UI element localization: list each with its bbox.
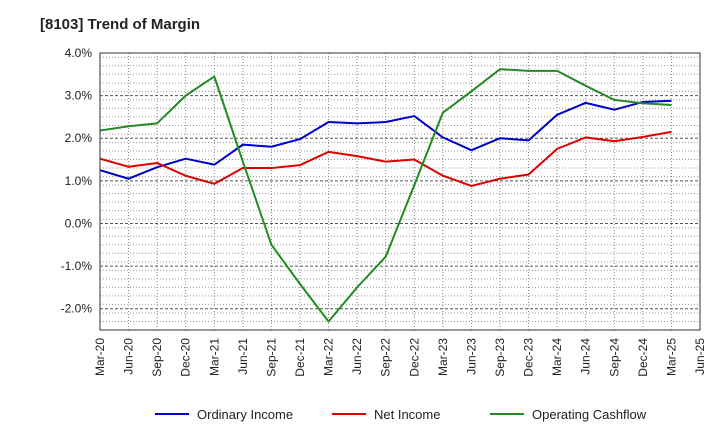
x-tick-label: Dec-22	[407, 338, 421, 377]
y-tick-label: 4.0%	[65, 46, 93, 60]
x-tick-label: Mar-24	[550, 338, 564, 376]
x-tick-label: Dec-20	[179, 338, 193, 377]
x-tick-label: Mar-25	[664, 338, 678, 376]
y-tick-label: 2.0%	[65, 131, 93, 145]
x-tick-label: Jun-21	[236, 338, 250, 375]
y-tick-label: -1.0%	[61, 259, 93, 273]
plot-border	[99, 52, 701, 331]
series-line-ordinary-income	[99, 99, 672, 180]
x-tick-label: Dec-21	[293, 338, 307, 377]
x-tick-label: Mar-20	[93, 338, 107, 376]
x-tick-label: Jun-22	[350, 338, 364, 375]
x-tick-label: Mar-23	[436, 338, 450, 376]
x-tick-label: Jun-25	[693, 338, 707, 375]
series-line-net-income	[99, 130, 672, 187]
y-tick-label: 1.0%	[65, 174, 93, 188]
x-tick-label: Sep-24	[607, 338, 621, 377]
x-tick-label: Jun-20	[122, 338, 136, 375]
legend-label-ordinary-income: Ordinary Income	[197, 407, 293, 422]
x-tick-label: Sep-20	[150, 338, 164, 377]
chart-title: [8103] Trend of Margin	[40, 16, 201, 33]
grid	[100, 52, 700, 331]
x-tick-label: Dec-23	[522, 338, 536, 377]
y-tick-label: 3.0%	[65, 89, 93, 103]
series-lines	[99, 68, 672, 323]
x-tick-label: Mar-21	[207, 338, 221, 376]
x-tick-label: Jun-24	[579, 338, 593, 375]
x-tick-label: Dec-24	[636, 338, 650, 377]
legend-label-net-income: Net Income	[374, 407, 440, 422]
legend-label-operating-cashflow: Operating Cashflow	[532, 407, 647, 422]
series-line-operating-cashflow	[99, 68, 672, 323]
x-tick-label: Jun-23	[464, 338, 478, 375]
x-tick-label: Mar-22	[322, 338, 336, 376]
y-tick-label: 0.0%	[65, 216, 93, 230]
x-tick-label: Sep-23	[493, 338, 507, 377]
axes: 4.0% 3.0% 2.0% 1.0% 0.0% -1.0% -2.0% Mar-20 Jun-…	[61, 46, 707, 377]
y-tick-label: -2.0%	[61, 302, 93, 316]
x-tick-label: Sep-21	[264, 338, 278, 377]
x-tick-label: Sep-22	[379, 338, 393, 377]
legend: Ordinary Income Net Income Operating Cashf…	[155, 407, 647, 422]
